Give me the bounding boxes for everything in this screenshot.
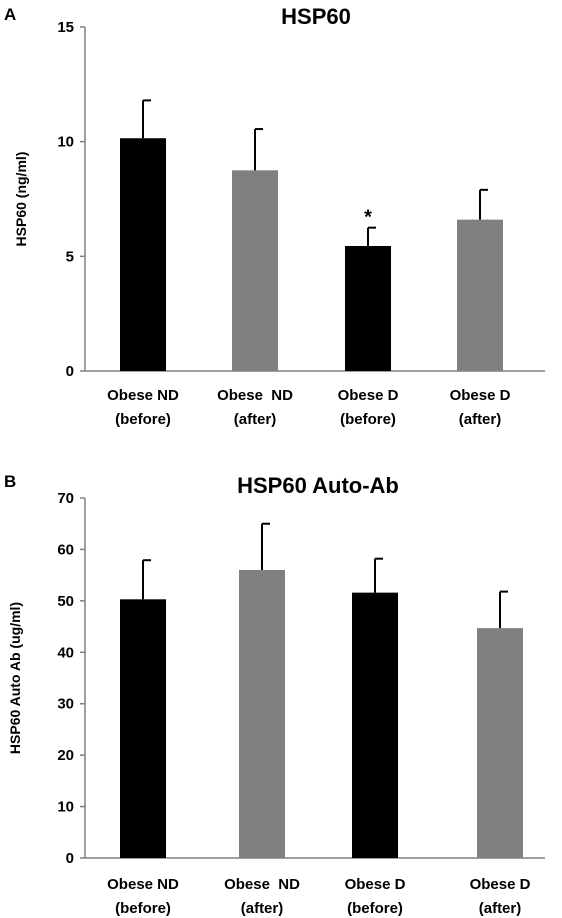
y-tick-label: 10: [57, 134, 74, 151]
y-tick-label: 60: [57, 541, 74, 558]
bar: [345, 246, 391, 371]
bar: [352, 592, 398, 858]
x-tick-label: (after): [459, 411, 502, 428]
y-tick-label: 0: [66, 850, 74, 867]
x-tick-label: (before): [347, 900, 403, 917]
bar: [232, 170, 278, 371]
x-tick-label: (before): [115, 411, 171, 428]
chart-title: HSP60: [281, 4, 351, 29]
y-tick-label: 10: [57, 799, 74, 816]
panel-letter: A: [4, 5, 16, 24]
x-tick-label: Obese D: [450, 387, 511, 404]
x-tick-label: (before): [340, 411, 396, 428]
bar: [477, 628, 523, 858]
bar: [120, 599, 166, 858]
x-tick-label: (before): [115, 900, 171, 917]
chart-title: HSP60 Auto-Ab: [237, 473, 399, 498]
x-tick-label: Obese ND: [107, 876, 179, 893]
y-tick-label: 50: [57, 593, 74, 610]
bar: [120, 138, 166, 371]
x-tick-label: Obese ND: [107, 387, 179, 404]
x-tick-label: (after): [479, 900, 522, 917]
bar: [457, 219, 503, 371]
x-tick-label: Obese D: [470, 876, 531, 893]
x-tick-label: Obese D: [338, 387, 399, 404]
panel-letter: B: [4, 472, 16, 491]
significance-asterisk: *: [364, 207, 372, 229]
y-tick-label: 40: [57, 644, 74, 661]
x-tick-label: Obese ND: [224, 876, 300, 893]
y-tick-label: 70: [57, 490, 74, 507]
x-tick-label: (after): [241, 900, 284, 917]
x-tick-label: Obese D: [345, 876, 406, 893]
y-axis-title: HSP60 (ng/ml): [13, 152, 29, 247]
y-axis-title: HSP60 Auto Ab (ug/ml): [7, 602, 23, 754]
bar: [239, 570, 285, 858]
y-tick-label: 15: [57, 19, 74, 36]
x-tick-label: (after): [234, 411, 277, 428]
y-tick-label: 0: [66, 363, 74, 380]
x-tick-label: Obese ND: [217, 387, 293, 404]
y-tick-label: 5: [66, 248, 74, 265]
y-tick-label: 20: [57, 747, 74, 764]
y-tick-label: 30: [57, 696, 74, 713]
